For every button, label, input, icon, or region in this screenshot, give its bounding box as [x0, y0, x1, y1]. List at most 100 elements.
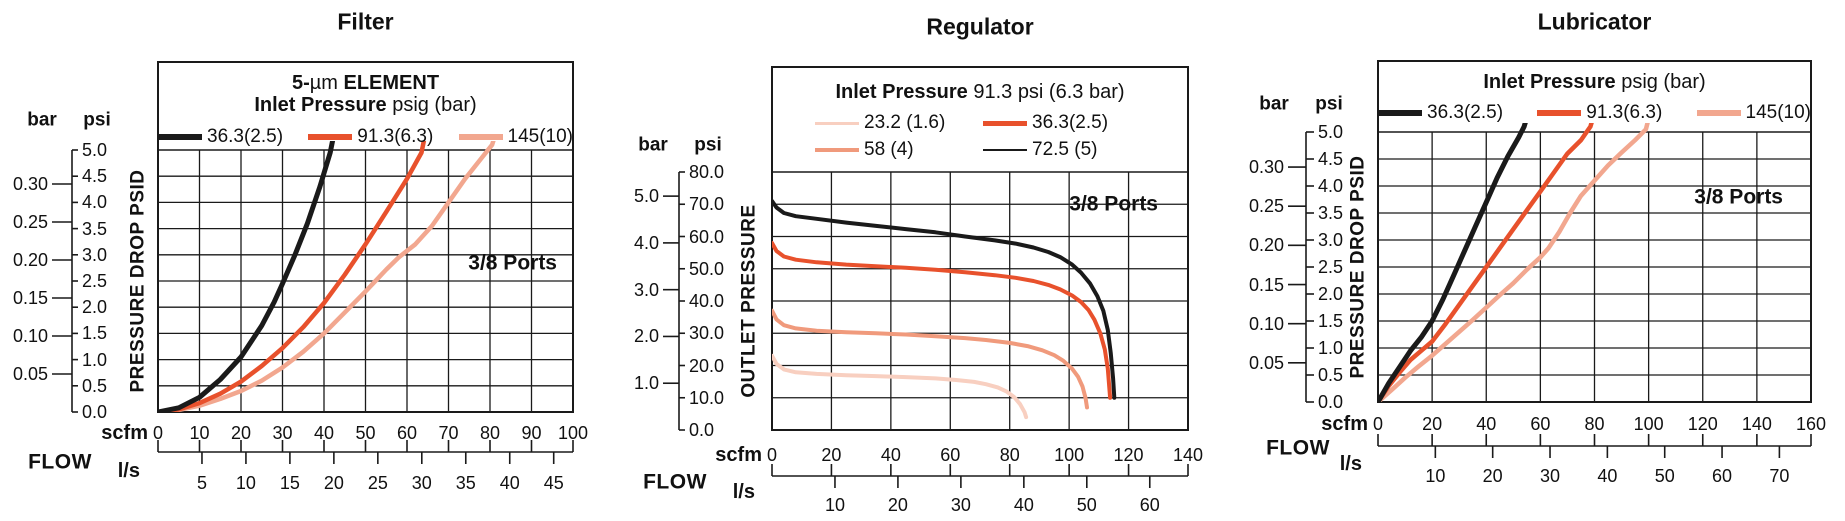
regulator-bar-tick-label: 3.0 — [633, 279, 659, 300]
regulator-ls-tick-label: 50 — [1076, 495, 1097, 515]
lubricator-legend-swatch-icon — [1537, 110, 1582, 116]
lubricator-psi-tick-label: 0.0 — [1318, 392, 1344, 412]
lubricator-psi-tick-label: 2.5 — [1318, 257, 1344, 277]
filter-psi-tick-label: 2.5 — [82, 271, 108, 291]
regulator-curve-72.5 (5) — [772, 199, 1117, 400]
filter-legend-label: 145(10) — [507, 126, 574, 147]
lubricator-psi-tick-label: 2.0 — [1318, 284, 1344, 304]
regulator-bar-tick-label: 4.0 — [633, 232, 659, 253]
regulator-y-axis-label: OUTLET PRESSURE — [738, 204, 760, 398]
filter-legend-header-seg: ELEMENT — [337, 72, 440, 94]
filter-legend-label: 36.3(2.5) — [207, 126, 284, 147]
filter-bar-tick-label: 0.10 — [12, 325, 48, 346]
regulator-legend-label: 36.3(2.5) — [1032, 112, 1109, 133]
regulator-scfm-caption: scfm — [715, 444, 762, 466]
regulator-legend-header-seg: 91.3 psi (6.3 bar) — [967, 81, 1125, 103]
filter-psi-tick-label: 4.0 — [82, 192, 108, 213]
regulator-scfm-tick-label: 40 — [880, 445, 901, 465]
regulator-ls-tick-label: 40 — [1013, 495, 1034, 515]
lubricator-psi-tick-label: 0.5 — [1318, 365, 1344, 385]
lubricator-plot-svg — [1288, 60, 1812, 458]
lubricator-legend-label: 145(10) — [1745, 102, 1812, 123]
lubricator-scfm-tick-label: 100 — [1633, 414, 1664, 434]
lubricator-ls-tick-label: 30 — [1540, 466, 1561, 486]
lubricator-scfm-caption: scfm — [1321, 413, 1368, 435]
filter-ls-caption: l/s — [117, 460, 140, 482]
filter-scfm-tick-label: 90 — [521, 423, 542, 443]
filter-ls-tick-label: 20 — [323, 473, 344, 493]
filter-ls-tick-label: 15 — [279, 473, 300, 493]
lubricator-scfm-tick-label: 160 — [1795, 414, 1827, 434]
filter-ls-tick-label: 25 — [367, 473, 388, 493]
filter-ls-tick-label: 10 — [235, 473, 256, 493]
filter-psi-tick-label: 2.0 — [82, 297, 108, 318]
regulator-title: Regulator — [926, 13, 1034, 40]
lubricator-scfm-tick-label: 40 — [1476, 414, 1497, 434]
filter-legend-item: 91.3(6.3) — [308, 126, 433, 148]
lubricator-ls-tick-label: 70 — [1769, 466, 1790, 486]
filter-psi-tick-label: 1.5 — [82, 323, 108, 344]
filter-legend-swatch-icon — [308, 134, 353, 140]
lubricator-bar-tick-label: 0.20 — [1248, 235, 1284, 256]
regulator-legend-item: 23.2 (1.6) — [815, 112, 945, 134]
filter-psi-tick-label: 4.5 — [82, 166, 108, 187]
regulator-legend-swatch-icon — [983, 120, 1027, 126]
lubricator-ls-tick-label: 60 — [1712, 466, 1733, 486]
regulator-legend-header-seg: Inlet Pressure — [835, 81, 968, 103]
filter-flow-caption: FLOW — [28, 450, 92, 474]
filter-legend-label: 91.3(6.3) — [357, 126, 434, 147]
lubricator-legend-item: 145(10) — [1696, 102, 1812, 124]
lubricator-flow-caption: FLOW — [1266, 436, 1330, 460]
regulator-curve-58 (4) — [772, 308, 1089, 410]
filter-scfm-tick-label: 70 — [438, 423, 459, 443]
regulator-bar-tick-label: 5.0 — [633, 186, 659, 207]
filter-psi-tick-label: 5.0 — [82, 140, 108, 160]
lubricator-curve-36.3(2.5) — [1378, 123, 1528, 402]
filter-scfm-tick-label: 0 — [152, 423, 164, 443]
lubricator-bar-tick-label: 0.25 — [1248, 196, 1284, 217]
filter-legend-header-seg: Inlet Pressure — [254, 94, 387, 116]
filter-scfm-tick-label: 100 — [557, 423, 589, 443]
filter-legend-item: 145(10) — [458, 126, 574, 148]
regulator-legend-item-wrap: 36.3(2.5) — [983, 112, 1108, 134]
regulator-psi-tick-label: 50.0 — [689, 258, 725, 279]
regulator-ls-tick-label: 60 — [1139, 495, 1160, 515]
lubricator-bar-unit-header: bar — [1259, 93, 1289, 115]
filter-ls-tick-label: 45 — [543, 473, 564, 493]
regulator-ls-tick-label: 10 — [824, 495, 845, 515]
lubricator-ls-tick-label: 10 — [1425, 466, 1446, 486]
lubricator-scfm-tick-label: 60 — [1530, 414, 1551, 434]
regulator-legend-item: 58 (4) — [815, 139, 914, 161]
filter-ls-tick-label: 35 — [455, 473, 476, 493]
regulator-scfm-tick-label: 60 — [940, 445, 961, 465]
filter-ls-tick-label: 5 — [196, 473, 207, 493]
regulator-psi-tick-label: 30.0 — [689, 323, 725, 344]
regulator-legend-item-wrap: 58 (4) — [815, 139, 914, 161]
filter-legend-swatch-icon — [158, 134, 202, 140]
filter-scfm-tick-label: 80 — [479, 423, 501, 443]
lubricator-legend-header-seg: psig (bar) — [1615, 71, 1706, 93]
lubricator-bar-tick-label: 0.30 — [1248, 157, 1284, 178]
regulator-psi-tick-label: 70.0 — [689, 194, 725, 215]
regulator-psi-tick-label: 60.0 — [689, 226, 725, 247]
lubricator-curve-91.3(6.3) — [1378, 123, 1594, 402]
regulator-legend-swatch-icon — [815, 148, 859, 152]
regulator-ls-caption: l/s — [732, 481, 755, 503]
lubricator-psi-unit-header: psi — [1315, 93, 1343, 115]
filter-scfm-tick-label: 60 — [396, 423, 418, 443]
regulator-psi-tick-label: 80.0 — [689, 162, 725, 182]
lubricator-ls-tick-label: 40 — [1597, 466, 1618, 486]
lubricator-bar-tick-label: 0.10 — [1248, 313, 1284, 334]
lubricator-legend-swatch-icon — [1696, 110, 1741, 116]
filter-bar-tick-label: 0.25 — [12, 211, 48, 232]
filter-psi-tick-label: 1.0 — [82, 349, 108, 370]
filter-scfm-tick-label: 40 — [313, 423, 335, 443]
regulator-scfm-tick-label: 80 — [999, 445, 1020, 465]
filter-legend-item: 36.3(2.5) — [158, 126, 283, 148]
lubricator-legend-label: 91.3(6.3) — [1586, 102, 1663, 123]
filter-psi-tick-label: 3.0 — [82, 244, 108, 265]
filter-bar-tick-label: 0.15 — [12, 287, 48, 308]
filter-psi-tick-label: 0.5 — [82, 375, 108, 396]
regulator-legend-item: 36.3(2.5) — [983, 112, 1108, 134]
regulator-bar-unit-header: bar — [638, 134, 668, 156]
